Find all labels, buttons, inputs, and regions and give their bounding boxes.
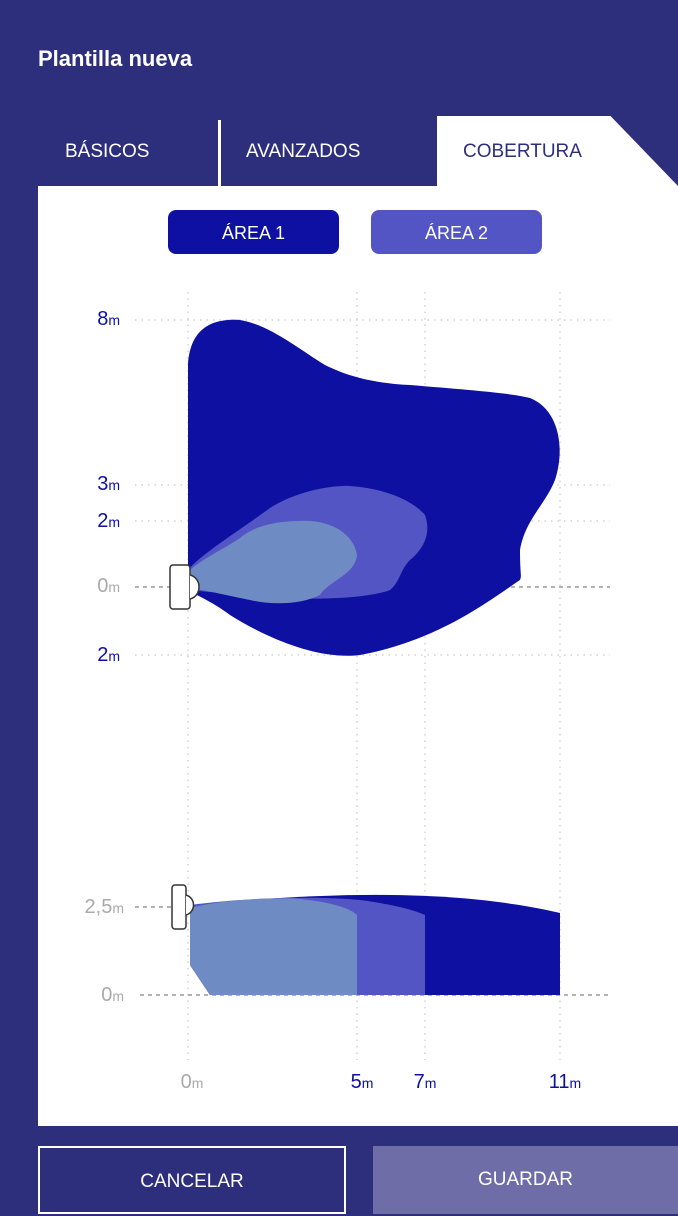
y-label-0m-top: 0m bbox=[97, 575, 120, 597]
cancel-button[interactable]: CANCELAR bbox=[38, 1146, 346, 1214]
x-label-7m: 7m bbox=[414, 1071, 437, 1093]
x-label-0m: 0m bbox=[181, 1071, 204, 1093]
x-label-11m: 11m bbox=[549, 1071, 581, 1093]
area-2-button[interactable]: ÁREA 2 bbox=[371, 210, 542, 254]
top-sensor-icon bbox=[169, 564, 200, 610]
height-label-2-5m: 2,5m bbox=[85, 896, 124, 918]
page-title: Plantilla nueva bbox=[38, 46, 193, 71]
side-coverage-zone-near bbox=[190, 898, 357, 995]
height-label-0m: 0m bbox=[101, 984, 124, 1006]
side-sensor-icon bbox=[171, 884, 195, 930]
top-coverage-zone-near bbox=[188, 520, 357, 604]
tab-bar: BÁSICOS AVANZADOS COBERTURA bbox=[0, 116, 678, 188]
y-label-2m-lower: 2m bbox=[97, 644, 120, 666]
top-coverage-zone-far bbox=[188, 319, 560, 656]
tab-divider bbox=[218, 120, 221, 188]
y-label-2m-upper: 2m bbox=[97, 510, 120, 532]
x-label-5m: 5m bbox=[351, 1071, 374, 1093]
y-label-3m: 3m bbox=[97, 473, 120, 495]
save-button[interactable]: GUARDAR bbox=[373, 1146, 678, 1214]
tab-avanzados[interactable]: AVANZADOS bbox=[246, 141, 361, 162]
area-1-button[interactable]: ÁREA 1 bbox=[168, 210, 339, 254]
tab-basicos[interactable]: BÁSICOS bbox=[65, 141, 150, 162]
y-label-8m: 8m bbox=[97, 308, 120, 330]
